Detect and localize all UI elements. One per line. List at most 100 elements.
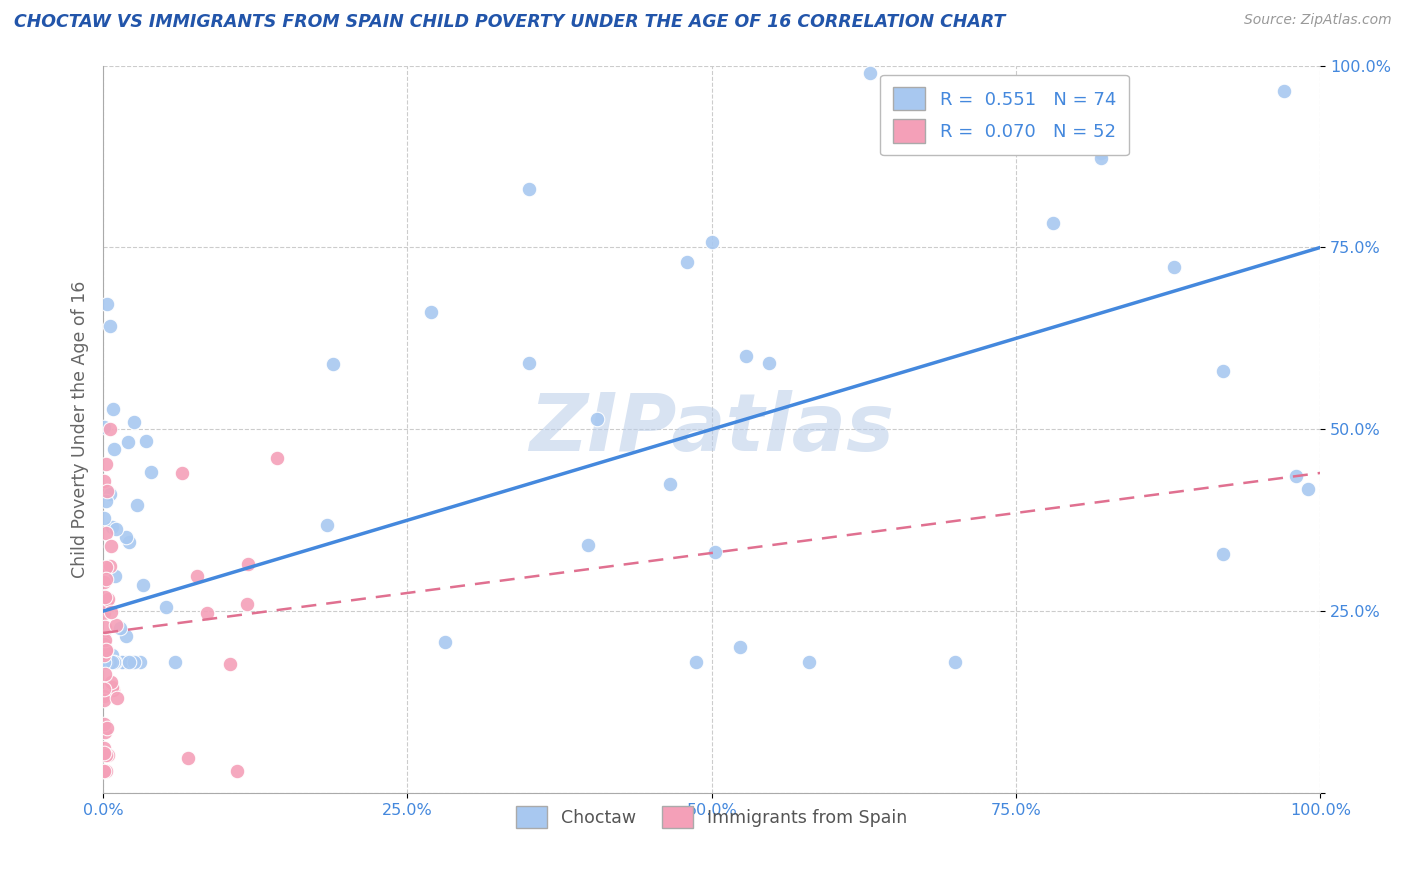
Point xyxy=(94,619,117,633)
Point xyxy=(112,655,135,669)
Point xyxy=(101,655,124,669)
Point xyxy=(93,681,115,696)
Point xyxy=(93,716,115,731)
Point xyxy=(96,483,118,498)
Point xyxy=(101,648,124,662)
Point xyxy=(105,522,128,536)
Point xyxy=(93,420,115,434)
Point xyxy=(93,764,115,779)
Point xyxy=(420,305,443,319)
Point xyxy=(96,572,118,586)
Point xyxy=(576,538,599,552)
Point xyxy=(218,657,240,672)
Point xyxy=(93,574,115,589)
Point xyxy=(107,691,129,706)
Point xyxy=(94,525,117,540)
Point xyxy=(702,235,724,249)
Point xyxy=(93,689,115,703)
Point xyxy=(117,435,139,450)
Point xyxy=(585,411,607,425)
Point xyxy=(94,655,117,669)
Point xyxy=(98,655,121,669)
Point xyxy=(1163,260,1185,274)
Point xyxy=(517,182,540,196)
Point xyxy=(943,655,966,669)
Point xyxy=(132,577,155,591)
Point xyxy=(114,629,136,643)
Point xyxy=(758,355,780,369)
Point xyxy=(110,655,132,669)
Point xyxy=(266,451,288,466)
Point xyxy=(433,635,456,649)
Point xyxy=(172,466,194,480)
Point xyxy=(118,655,141,669)
Point xyxy=(93,637,115,651)
Point xyxy=(97,747,120,762)
Point xyxy=(114,530,136,544)
Point xyxy=(101,683,124,698)
Point xyxy=(118,535,141,549)
Point xyxy=(1212,364,1234,378)
Point xyxy=(93,764,115,779)
Point xyxy=(122,415,145,429)
Point xyxy=(165,655,187,669)
Point xyxy=(728,640,751,654)
Point xyxy=(96,648,118,662)
Point xyxy=(316,518,339,533)
Point xyxy=(103,655,125,669)
Point xyxy=(322,357,344,371)
Point xyxy=(236,597,259,611)
Text: ZIPatlas: ZIPatlas xyxy=(529,391,894,468)
Point xyxy=(100,520,122,534)
Point xyxy=(734,349,756,363)
Y-axis label: Child Poverty Under the Age of 16: Child Poverty Under the Age of 16 xyxy=(72,281,89,578)
Point xyxy=(93,693,115,707)
Point xyxy=(114,655,136,669)
Point xyxy=(94,590,117,604)
Text: CHOCTAW VS IMMIGRANTS FROM SPAIN CHILD POVERTY UNDER THE AGE OF 16 CORRELATION C: CHOCTAW VS IMMIGRANTS FROM SPAIN CHILD P… xyxy=(14,13,1005,31)
Point xyxy=(108,621,131,635)
Point xyxy=(104,569,127,583)
Point xyxy=(101,402,124,417)
Point xyxy=(195,606,218,620)
Point xyxy=(98,559,121,574)
Point xyxy=(676,255,699,269)
Point xyxy=(1212,547,1234,561)
Point xyxy=(186,569,208,583)
Point xyxy=(96,721,118,735)
Point xyxy=(155,600,177,615)
Point xyxy=(104,655,127,669)
Point xyxy=(94,643,117,657)
Point xyxy=(177,751,200,765)
Point xyxy=(93,511,115,525)
Point xyxy=(101,655,124,669)
Point xyxy=(1272,84,1295,98)
Point xyxy=(93,740,115,755)
Point xyxy=(100,606,122,620)
Point xyxy=(98,487,121,501)
Point xyxy=(93,667,115,681)
Point xyxy=(93,655,115,669)
Point xyxy=(1285,469,1308,483)
Point xyxy=(1090,145,1112,160)
Point xyxy=(93,631,115,645)
Point xyxy=(93,724,115,739)
Point xyxy=(127,498,149,512)
Point xyxy=(1296,482,1319,496)
Point xyxy=(96,598,118,612)
Point xyxy=(93,632,115,647)
Point xyxy=(100,655,122,669)
Point xyxy=(859,66,882,80)
Point xyxy=(98,319,121,334)
Point xyxy=(93,474,115,488)
Point xyxy=(97,655,120,669)
Point xyxy=(100,675,122,690)
Point xyxy=(797,655,820,669)
Point xyxy=(93,601,115,615)
Point xyxy=(685,655,707,669)
Point xyxy=(93,634,115,648)
Point xyxy=(226,764,249,779)
Point xyxy=(96,559,118,574)
Point xyxy=(94,748,117,763)
Point xyxy=(98,422,121,436)
